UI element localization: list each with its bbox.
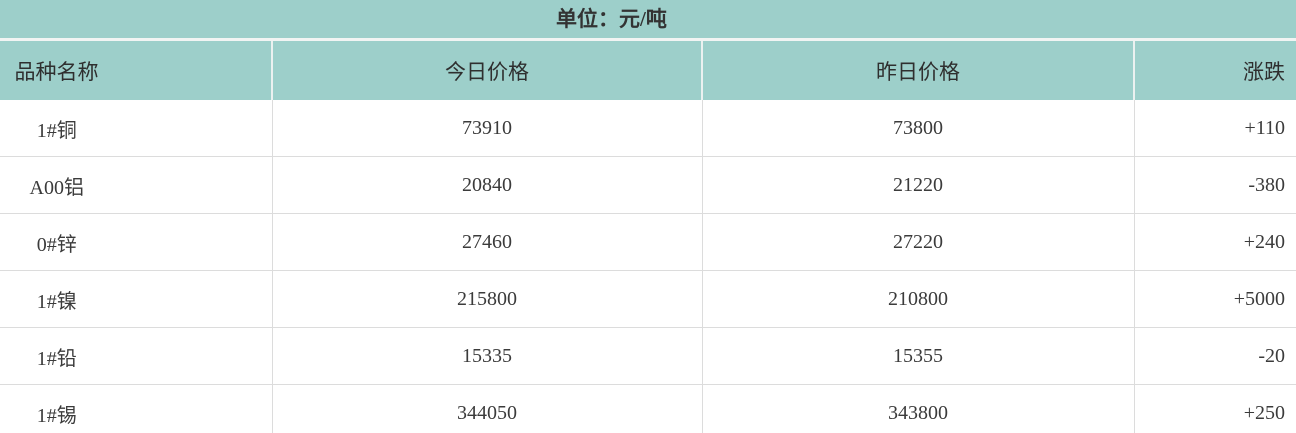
- unit-bar: 单位：元/吨: [0, 0, 1296, 41]
- cell-change: +250: [1133, 384, 1296, 433]
- cell-yesterday: 343800: [701, 384, 1134, 433]
- price-table: 品种名称 今日价格 昨日价格 涨跌 1#铜 73910 73800 +110 A00铝 2…: [0, 41, 1296, 433]
- cell-yesterday: 21220: [701, 156, 1134, 214]
- cell-change: -20: [1133, 327, 1296, 385]
- cell-yesterday: 15355: [701, 327, 1134, 385]
- col-header-today: 今日价格: [271, 41, 702, 100]
- table-row: 1#锡 344050 343800 +250: [0, 384, 1296, 433]
- cell-yesterday: 210800: [701, 270, 1134, 328]
- cell-today: 20840: [271, 156, 702, 214]
- price-table-body: 1#铜 73910 73800 +110 A00铝 20840 21220 -380 0#锌 27…: [0, 100, 1296, 433]
- cell-change: +5000: [1133, 270, 1296, 328]
- cell-today: 344050: [271, 384, 702, 433]
- cell-yesterday: 27220: [701, 213, 1134, 271]
- col-header-name: 品种名称: [0, 41, 272, 100]
- cell-name: A00铝: [0, 156, 272, 214]
- cell-name: 1#铅: [0, 327, 272, 385]
- cell-today: 15335: [271, 327, 702, 385]
- cell-today: 73910: [271, 100, 702, 157]
- table-row: 0#锌 27460 27220 +240: [0, 213, 1296, 271]
- header-row: 品种名称 今日价格 昨日价格 涨跌: [0, 41, 1296, 100]
- cell-today: 215800: [271, 270, 702, 328]
- cell-name: 1#镍: [0, 270, 272, 328]
- cell-yesterday: 73800: [701, 100, 1134, 157]
- cell-today: 27460: [271, 213, 702, 271]
- col-header-yesterday: 昨日价格: [701, 41, 1134, 100]
- table-row: 1#镍 215800 210800 +5000: [0, 270, 1296, 328]
- unit-label: 单位：元/吨: [556, 7, 667, 31]
- cell-change: -380: [1133, 156, 1296, 214]
- table-row: 1#铜 73910 73800 +110: [0, 100, 1296, 157]
- cell-name: 0#锌: [0, 213, 272, 271]
- col-header-change: 涨跌: [1133, 41, 1296, 100]
- cell-name: 1#锡: [0, 384, 272, 433]
- table-row: 1#铅 15335 15355 -20: [0, 327, 1296, 385]
- table-row: A00铝 20840 21220 -380: [0, 156, 1296, 214]
- cell-change: +110: [1133, 100, 1296, 157]
- cell-change: +240: [1133, 213, 1296, 271]
- cell-name: 1#铜: [0, 100, 272, 157]
